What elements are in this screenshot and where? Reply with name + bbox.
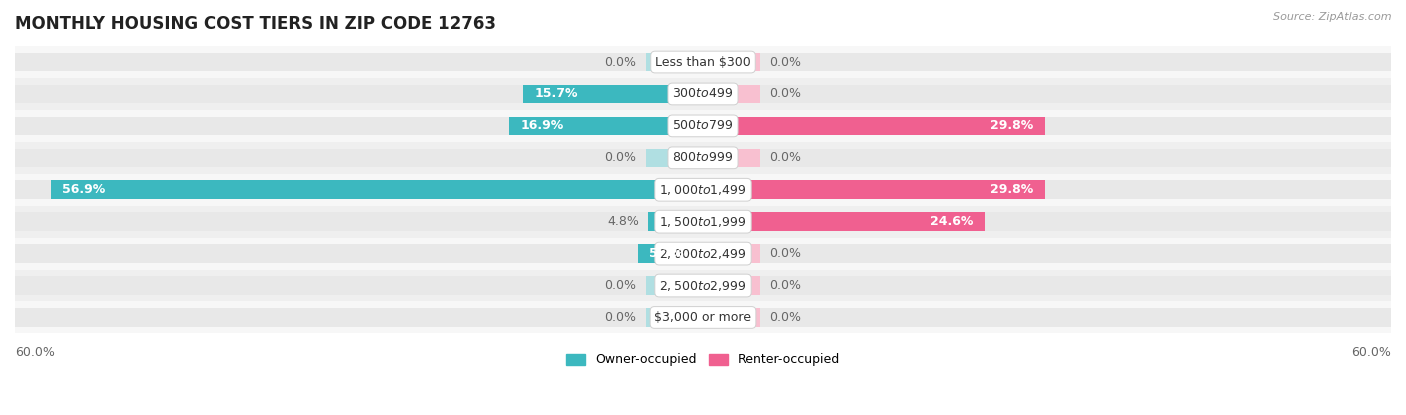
Text: $2,000 to $2,499: $2,000 to $2,499	[659, 247, 747, 261]
Bar	[15, 85, 1391, 103]
Text: $3,000 or more: $3,000 or more	[655, 311, 751, 324]
Bar	[509, 117, 703, 135]
Text: 0.0%: 0.0%	[769, 151, 801, 164]
Text: 15.7%: 15.7%	[534, 88, 578, 100]
Bar	[703, 212, 986, 231]
Bar	[645, 276, 703, 295]
Bar	[15, 142, 1391, 174]
Bar	[703, 308, 761, 327]
Text: 4.8%: 4.8%	[607, 215, 638, 228]
Bar	[15, 212, 1391, 231]
Bar	[51, 181, 703, 199]
Bar	[638, 244, 703, 263]
Bar	[15, 276, 1391, 295]
Text: 0.0%: 0.0%	[769, 56, 801, 68]
Bar	[15, 301, 1391, 333]
Text: 16.9%: 16.9%	[520, 120, 564, 132]
Bar	[703, 149, 761, 167]
Bar	[703, 181, 1045, 199]
Text: 0.0%: 0.0%	[769, 247, 801, 260]
Text: 0.0%: 0.0%	[605, 279, 637, 292]
Bar	[15, 174, 1391, 206]
Text: 0.0%: 0.0%	[605, 311, 637, 324]
Text: $1,000 to $1,499: $1,000 to $1,499	[659, 183, 747, 197]
Text: Less than $300: Less than $300	[655, 56, 751, 68]
Text: 0.0%: 0.0%	[605, 151, 637, 164]
Bar	[645, 149, 703, 167]
Text: 0.0%: 0.0%	[605, 56, 637, 68]
Bar	[15, 53, 1391, 71]
Bar	[15, 238, 1391, 270]
Legend: Owner-occupied, Renter-occupied: Owner-occupied, Renter-occupied	[561, 349, 845, 371]
Bar	[15, 149, 1391, 167]
Text: $300 to $499: $300 to $499	[672, 88, 734, 100]
Bar	[645, 53, 703, 71]
Bar	[15, 78, 1391, 110]
Bar	[15, 110, 1391, 142]
Text: 29.8%: 29.8%	[990, 120, 1033, 132]
Bar	[15, 181, 1391, 199]
Bar	[703, 53, 761, 71]
Bar	[703, 85, 761, 103]
Bar	[648, 212, 703, 231]
Bar	[703, 117, 1045, 135]
Text: 0.0%: 0.0%	[769, 311, 801, 324]
Text: 60.0%: 60.0%	[15, 346, 55, 359]
Text: 56.9%: 56.9%	[62, 183, 105, 196]
Bar	[703, 276, 761, 295]
Text: $1,500 to $1,999: $1,500 to $1,999	[659, 215, 747, 229]
Text: $800 to $999: $800 to $999	[672, 151, 734, 164]
Text: 60.0%: 60.0%	[1351, 346, 1391, 359]
Bar	[645, 308, 703, 327]
Text: $2,500 to $2,999: $2,500 to $2,999	[659, 278, 747, 293]
Bar	[15, 46, 1391, 78]
Text: 0.0%: 0.0%	[769, 279, 801, 292]
Text: 0.0%: 0.0%	[769, 88, 801, 100]
Text: 5.7%: 5.7%	[650, 247, 683, 260]
Text: Source: ZipAtlas.com: Source: ZipAtlas.com	[1274, 12, 1392, 22]
Bar	[15, 206, 1391, 238]
Bar	[15, 244, 1391, 263]
Text: $500 to $799: $500 to $799	[672, 120, 734, 132]
Bar	[15, 308, 1391, 327]
Text: 29.8%: 29.8%	[990, 183, 1033, 196]
Bar	[15, 270, 1391, 301]
Bar	[15, 117, 1391, 135]
Text: MONTHLY HOUSING COST TIERS IN ZIP CODE 12763: MONTHLY HOUSING COST TIERS IN ZIP CODE 1…	[15, 15, 496, 33]
Bar	[523, 85, 703, 103]
Text: 24.6%: 24.6%	[931, 215, 973, 228]
Bar	[703, 244, 761, 263]
